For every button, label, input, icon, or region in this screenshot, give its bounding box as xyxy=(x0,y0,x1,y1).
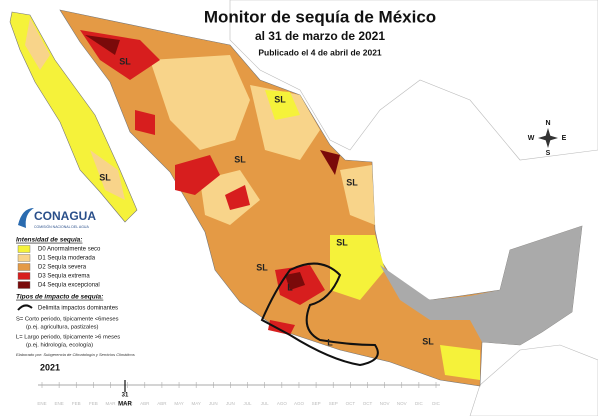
map-label: SL xyxy=(256,262,268,272)
logo: CONAGUA xyxy=(34,209,96,223)
compass-e: E xyxy=(562,135,567,142)
timeline-label: AGO xyxy=(277,401,288,406)
timeline-label: MAY xyxy=(191,401,200,406)
timeline-label: ABR xyxy=(140,401,150,406)
timeline-label: AGO xyxy=(294,401,305,406)
drought-area xyxy=(135,110,155,135)
published: Publicado el 4 de abril de 2021 xyxy=(258,47,382,57)
legend-swatch xyxy=(17,254,31,262)
impact-note: (p.ej. hidrología, ecología) xyxy=(26,343,93,349)
timeline-label: MAR xyxy=(106,401,117,406)
drought-area xyxy=(225,185,250,210)
timeline-label: ENE xyxy=(37,401,46,406)
drought-area xyxy=(285,272,305,290)
map-label: SL xyxy=(346,177,358,187)
timeline-label: SEP xyxy=(329,401,338,406)
subtitle: al 31 de marzo de 2021 xyxy=(255,29,385,43)
map-label: L xyxy=(287,282,293,292)
compass-n: N xyxy=(545,120,550,127)
neighbor-outline xyxy=(469,344,598,416)
impact-note: L= Largo periodo, típicamente >6 meses xyxy=(16,335,120,341)
title: Monitor de sequía de México xyxy=(204,7,436,26)
timeline-label: DIC xyxy=(415,401,424,406)
legend-label: D0 Anormalmente seco xyxy=(38,247,101,253)
drought-area xyxy=(25,18,50,70)
timeline-label: DIC xyxy=(432,401,441,406)
impact-title: Tipos de impacto de sequía: xyxy=(16,294,103,301)
drought-area xyxy=(320,150,340,175)
timeline-label: MAY xyxy=(174,401,183,406)
legend-label: D4 Sequía excepcional xyxy=(38,283,100,289)
impact-note: (p.ej. agricultura, pastizales) xyxy=(26,325,99,331)
legend-swatch xyxy=(17,263,31,271)
timeline-label: FEB xyxy=(72,401,81,406)
timeline-label: ENE xyxy=(54,401,63,406)
timeline-label: NOV xyxy=(397,401,407,406)
compass: N S E W xyxy=(528,120,567,157)
timeline-month: MAR xyxy=(118,402,132,408)
map-label: SL xyxy=(422,336,434,346)
legend-swatch xyxy=(17,281,31,289)
drought-area xyxy=(250,85,320,160)
drought-area xyxy=(85,35,120,55)
timeline: ENE ENE FEB FEB MAR MAR ABR ABR MAY MAY JUN JUN JUL J… xyxy=(37,382,441,406)
timeline-year: 2021 xyxy=(40,362,60,372)
map-label: SL xyxy=(336,237,348,247)
drought-area xyxy=(150,55,250,150)
neighbor-outline xyxy=(229,0,598,161)
credit: Elaborado por: Subgerencia de Climatolog… xyxy=(16,352,135,357)
legend-label: D1 Sequía moderada xyxy=(38,256,96,262)
impact-line-sample xyxy=(17,304,33,311)
drought-area xyxy=(330,235,385,300)
map-label: SL xyxy=(234,154,246,164)
timeline-day: 31 xyxy=(122,393,129,399)
timeline-label: MAR xyxy=(123,401,134,406)
legend-label: D3 Sequía extrema xyxy=(38,274,90,280)
legend-swatch xyxy=(17,272,31,280)
timeline-label: OCT xyxy=(346,401,356,406)
legend-label: D2 Sequía severa xyxy=(38,265,87,271)
impact-line-label: Delimita impactos dominantes xyxy=(38,306,118,312)
drought-area xyxy=(175,155,220,195)
timeline-label: OCT xyxy=(363,401,373,406)
timeline-label: ABR xyxy=(157,401,167,406)
legend-swatch xyxy=(17,245,31,253)
map-label: SL xyxy=(119,56,131,66)
impact-note: S= Corto periodo, típicamente <6meses xyxy=(16,317,119,323)
map-label: SL xyxy=(274,94,286,104)
drought-area xyxy=(90,150,125,200)
no-drought-area xyxy=(380,226,582,345)
compass-s: S xyxy=(546,150,551,157)
logo-icon xyxy=(18,208,34,228)
drought-area xyxy=(440,345,480,380)
timeline-label: JUL xyxy=(244,401,252,406)
legend: D0 Anormalmente seco D1 Sequía moderada D2… xyxy=(17,245,101,289)
logo-tagline: COMISIÓN NACIONAL DEL AGUA xyxy=(34,224,89,229)
map-label: L xyxy=(327,337,333,347)
timeline-label: JUN xyxy=(226,401,235,406)
legend-title: Intensidad de sequía: xyxy=(16,237,82,244)
timeline-label: FEB xyxy=(89,401,98,406)
map-label: SL xyxy=(99,172,111,182)
compass-w: W xyxy=(528,135,535,142)
timeline-label: JUN xyxy=(209,401,218,406)
impact-boundary xyxy=(260,262,379,367)
timeline-label: SEP xyxy=(312,401,321,406)
drought-area xyxy=(340,165,375,225)
drought-area xyxy=(268,320,295,335)
timeline-label: NOV xyxy=(380,401,390,406)
timeline-label: JUL xyxy=(261,401,269,406)
drought-area xyxy=(265,90,300,120)
